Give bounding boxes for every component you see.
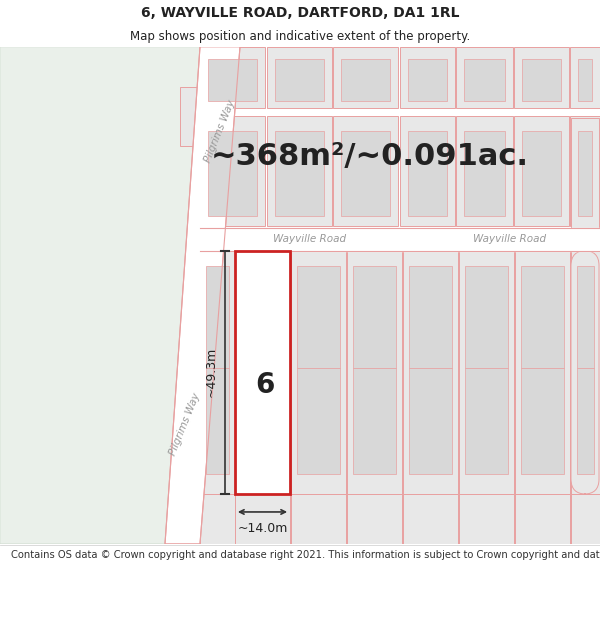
Polygon shape — [235, 494, 290, 544]
Polygon shape — [297, 266, 340, 368]
Polygon shape — [275, 59, 324, 101]
Polygon shape — [521, 266, 564, 368]
Polygon shape — [408, 59, 447, 101]
Polygon shape — [200, 116, 265, 226]
Text: Contains OS data © Crown copyright and database right 2021. This information is : Contains OS data © Crown copyright and d… — [11, 550, 600, 560]
Polygon shape — [456, 47, 513, 109]
Polygon shape — [578, 59, 592, 101]
Polygon shape — [515, 251, 570, 494]
Polygon shape — [200, 47, 265, 109]
Polygon shape — [200, 494, 235, 544]
Polygon shape — [206, 368, 229, 474]
Polygon shape — [577, 368, 594, 474]
Polygon shape — [522, 131, 561, 216]
Polygon shape — [570, 47, 600, 109]
Text: ~14.0m: ~14.0m — [238, 522, 287, 535]
Polygon shape — [515, 494, 570, 544]
Polygon shape — [333, 47, 398, 109]
FancyBboxPatch shape — [571, 251, 599, 494]
Polygon shape — [514, 116, 569, 226]
Polygon shape — [571, 118, 599, 228]
Polygon shape — [235, 251, 290, 494]
Polygon shape — [409, 266, 452, 368]
Polygon shape — [522, 59, 561, 101]
Polygon shape — [275, 131, 324, 216]
Polygon shape — [353, 266, 396, 368]
Polygon shape — [456, 116, 513, 226]
Polygon shape — [465, 266, 508, 368]
Polygon shape — [409, 368, 452, 474]
Polygon shape — [341, 131, 390, 216]
Polygon shape — [400, 116, 455, 226]
Polygon shape — [0, 47, 200, 544]
Polygon shape — [341, 59, 390, 101]
Polygon shape — [459, 251, 514, 494]
Polygon shape — [577, 266, 594, 368]
Text: 6: 6 — [256, 371, 275, 399]
Polygon shape — [571, 251, 600, 494]
Polygon shape — [521, 368, 564, 474]
Polygon shape — [408, 131, 447, 216]
Polygon shape — [347, 251, 402, 494]
Polygon shape — [333, 116, 398, 226]
Polygon shape — [464, 59, 505, 101]
Text: Wayville Road: Wayville Road — [473, 234, 547, 244]
Polygon shape — [464, 131, 505, 216]
Polygon shape — [165, 47, 240, 544]
Polygon shape — [208, 59, 257, 101]
Polygon shape — [403, 494, 458, 544]
Polygon shape — [180, 87, 198, 146]
Text: Pilgrims Way: Pilgrims Way — [203, 99, 237, 164]
Polygon shape — [578, 131, 592, 216]
Polygon shape — [297, 368, 340, 474]
Polygon shape — [206, 266, 229, 368]
Polygon shape — [291, 494, 346, 544]
Polygon shape — [347, 494, 402, 544]
Polygon shape — [514, 47, 569, 109]
Polygon shape — [353, 368, 396, 474]
Polygon shape — [571, 494, 600, 544]
Polygon shape — [465, 368, 508, 474]
Text: Pilgrims Way: Pilgrims Way — [168, 392, 202, 458]
Polygon shape — [459, 494, 514, 544]
Polygon shape — [200, 251, 235, 494]
Polygon shape — [267, 116, 332, 226]
Polygon shape — [403, 251, 458, 494]
Text: Map shows position and indicative extent of the property.: Map shows position and indicative extent… — [130, 30, 470, 43]
Text: ~368m²/~0.091ac.: ~368m²/~0.091ac. — [211, 142, 529, 171]
Polygon shape — [291, 251, 346, 494]
Polygon shape — [400, 47, 455, 109]
Polygon shape — [570, 116, 600, 226]
Polygon shape — [208, 131, 257, 216]
Polygon shape — [267, 47, 332, 109]
Text: 6, WAYVILLE ROAD, DARTFORD, DA1 1RL: 6, WAYVILLE ROAD, DARTFORD, DA1 1RL — [141, 6, 459, 20]
Text: Wayville Road: Wayville Road — [274, 234, 347, 244]
Text: ~49.3m: ~49.3m — [205, 348, 218, 398]
